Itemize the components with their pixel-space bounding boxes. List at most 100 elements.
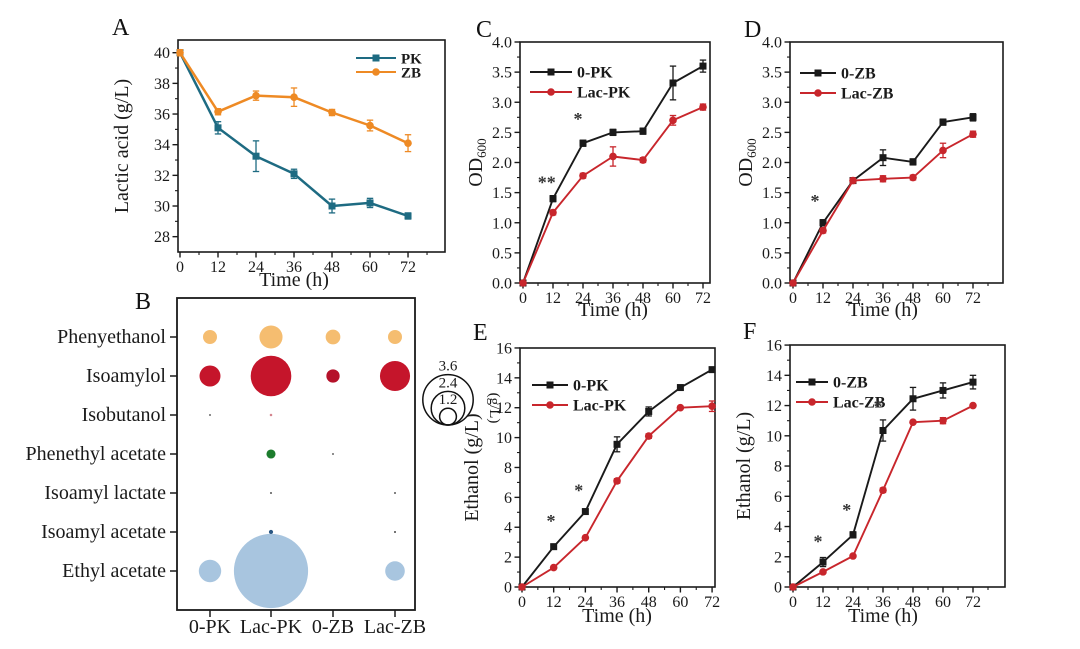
significance-marker: * bbox=[842, 500, 851, 520]
data-point-square bbox=[549, 195, 557, 203]
data-point-square bbox=[613, 440, 621, 448]
y-tick-label: 3.0 bbox=[492, 95, 512, 112]
data-point-square bbox=[814, 69, 822, 77]
panel-f-ethanol-zb-line-chart: 0 12 24 36 48 60 72 0 2 4 6 8 10 12 14 16 0-ZB Lac-ZB * * * F… bbox=[730, 315, 1020, 649]
x-tick-label: 24 bbox=[248, 259, 264, 276]
significance-marker: * bbox=[814, 532, 823, 552]
legend-label: 0-ZB bbox=[841, 66, 876, 83]
column-label: 0-PK bbox=[189, 616, 232, 638]
size-legend-circle bbox=[438, 407, 458, 426]
y-tick-label: 14 bbox=[766, 368, 782, 385]
x-tick-label: 72 bbox=[965, 594, 981, 611]
data-point-circle bbox=[939, 416, 947, 425]
y-tick-label: 10 bbox=[766, 428, 782, 445]
x-tick-label: 24 bbox=[845, 594, 861, 611]
x-tick-label: 36 bbox=[605, 290, 621, 307]
bubbles bbox=[198, 325, 411, 609]
data-point-square bbox=[252, 152, 260, 160]
data-point-square bbox=[214, 124, 222, 132]
x-tick-label: 60 bbox=[665, 290, 681, 307]
panel-letter: B bbox=[135, 289, 151, 315]
data-point-circle bbox=[676, 403, 685, 412]
x-tick-label: 72 bbox=[695, 290, 711, 307]
x-tick-label: 24 bbox=[575, 290, 591, 307]
data-point-square bbox=[676, 384, 684, 392]
data-point-circle bbox=[372, 68, 380, 76]
x-tick-label: 48 bbox=[905, 290, 921, 307]
y-tick-label: 2.5 bbox=[492, 125, 512, 142]
data-point-circle bbox=[939, 146, 947, 155]
y-tick-label: 4.0 bbox=[492, 35, 512, 52]
legend-label: Lac-ZB bbox=[833, 395, 886, 412]
panel-letter: D bbox=[744, 17, 761, 43]
series-line bbox=[792, 381, 974, 588]
size-legend-value: 3.6 bbox=[439, 359, 458, 375]
data-point-square bbox=[328, 202, 336, 210]
x-axis-title: Time (h) bbox=[848, 299, 918, 320]
panel-b-volatile-compounds-bubble-chart: Phenyethanol Isoamylol Isobutanol Phenethyl… bbox=[25, 286, 505, 649]
bubble-Phenyethanol-0-ZB bbox=[325, 329, 341, 345]
data-point-circle bbox=[969, 401, 977, 410]
bubble-Isoamyl lactate-Lac-ZB bbox=[394, 492, 396, 494]
bubble-Isobutanol-0-PK bbox=[209, 414, 211, 416]
bubble-Phenethyl acetate-Lac-PK bbox=[266, 449, 276, 459]
y-tick-label: 2 bbox=[774, 549, 782, 566]
data-point-circle bbox=[549, 563, 558, 572]
data-point-circle bbox=[546, 401, 554, 409]
size-legend-value: 1.2 bbox=[439, 392, 458, 408]
x-tick-label: 0 bbox=[176, 259, 184, 276]
x-tick-label: 72 bbox=[704, 594, 720, 611]
data-point-square bbox=[909, 395, 917, 403]
data-point-circle bbox=[789, 279, 797, 287]
data-point-circle bbox=[699, 103, 707, 111]
y-tick-label: 4 bbox=[774, 519, 782, 536]
panel-D-svg: 0 12 24 36 48 60 72 0.0 0.5 1.0 1.5 2.0 2.5 3.0 3.5 4.0… bbox=[735, 17, 1004, 321]
y-axis-title: Lactic acid (g/L) bbox=[111, 79, 133, 213]
data-point-circle bbox=[328, 108, 336, 117]
y-tick-label: 1.5 bbox=[492, 185, 512, 202]
y-tick-label: 6 bbox=[504, 490, 512, 507]
data-point-circle bbox=[579, 171, 587, 180]
data-point-square bbox=[939, 386, 947, 394]
data-point-square bbox=[404, 212, 412, 220]
y-tick-label: 34 bbox=[154, 137, 170, 154]
data-point-square bbox=[879, 427, 887, 435]
significance-marker: * bbox=[811, 191, 820, 211]
x-tick-label: 12 bbox=[545, 290, 561, 307]
data-point-circle bbox=[819, 226, 827, 235]
data-point-circle bbox=[708, 402, 716, 411]
data-point-square bbox=[290, 170, 298, 178]
x-tick-label: 36 bbox=[609, 594, 625, 611]
x-tick-label: 0 bbox=[519, 290, 527, 307]
series-line bbox=[521, 405, 713, 588]
data-point-circle bbox=[909, 418, 917, 426]
data-point-circle bbox=[366, 121, 374, 130]
bubble-Ethyl acetate-0-PK bbox=[198, 559, 222, 583]
column-label: Lac-ZB bbox=[364, 616, 426, 638]
y-tick-label: 14 bbox=[496, 370, 512, 387]
x-tick-label: 72 bbox=[965, 290, 981, 307]
data-point-square bbox=[708, 366, 716, 374]
x-tick-label: 36 bbox=[286, 259, 302, 276]
data-point-circle bbox=[789, 583, 797, 591]
legend: 0-ZB Lac-ZB bbox=[800, 66, 894, 103]
bubble-Isoamylol-Lac-ZB bbox=[379, 360, 411, 392]
series-Lac-PK bbox=[519, 103, 707, 287]
y-axis: 28 30 32 34 36 38 40 bbox=[154, 45, 178, 246]
data-point-square bbox=[366, 199, 374, 207]
x-axis-title: Time (h) bbox=[578, 299, 648, 320]
data-point-circle bbox=[644, 432, 653, 440]
y-tick-label: 1.0 bbox=[762, 215, 782, 232]
x-axis-title: Time (h) bbox=[848, 605, 918, 627]
x-tick-label: 36 bbox=[875, 594, 891, 611]
legend-label: Lac-ZB bbox=[841, 86, 894, 103]
y-tick-label: 12 bbox=[496, 400, 512, 417]
y-tick-label: 12 bbox=[766, 398, 782, 415]
significance-marker: * bbox=[574, 481, 583, 501]
significance-marker: * bbox=[547, 511, 556, 531]
y-tick-label: 0.5 bbox=[492, 245, 512, 262]
data-point-circle bbox=[849, 552, 857, 560]
data-point-circle bbox=[581, 533, 590, 542]
x-tick-label: 60 bbox=[672, 594, 688, 611]
